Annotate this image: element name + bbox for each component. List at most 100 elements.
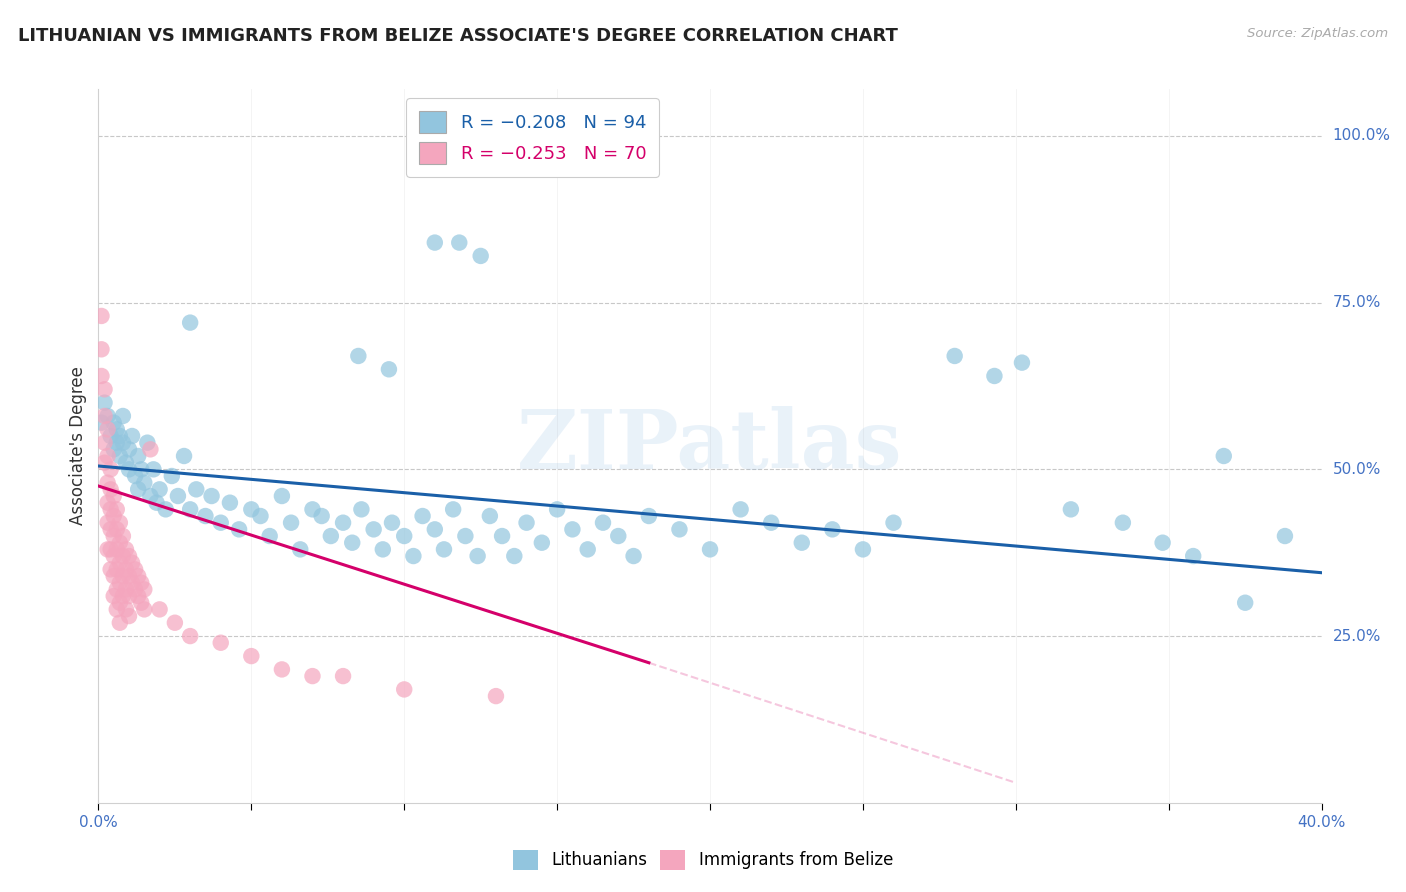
Point [821,522,844,536]
Point [240,649,263,664]
Point [280,516,302,530]
Point [270,489,292,503]
Point [108,596,131,610]
Point [240,502,263,516]
Point [491,529,513,543]
Point [149,483,172,497]
Point [105,422,128,436]
Point [623,549,645,563]
Point [200,489,222,503]
Point [449,235,471,250]
Point [127,483,149,497]
Point [1152,535,1174,549]
Point [127,569,149,583]
Point [100,483,122,497]
Point [249,509,271,524]
Point [381,516,404,530]
Point [1212,449,1234,463]
Point [97,475,120,490]
Point [332,669,354,683]
Point [108,615,131,630]
Point [97,422,120,436]
Point [311,509,333,524]
Point [592,516,614,530]
Point [124,469,146,483]
Point [105,542,128,557]
Point [124,562,146,576]
Text: 25.0%: 25.0% [1333,629,1381,643]
Point [100,429,122,443]
Point [118,569,141,583]
Point [378,362,401,376]
Point [371,542,394,557]
Point [576,542,599,557]
Point [118,442,141,457]
Point [530,535,553,549]
Point [100,502,122,516]
Point [412,509,434,524]
Point [118,549,141,563]
Point [115,562,138,576]
Point [163,615,186,630]
Point [93,409,115,423]
Point [363,522,385,536]
Point [433,542,456,557]
Point [155,502,177,516]
Point [108,575,131,590]
Point [103,569,125,583]
Point [93,456,115,470]
Point [470,249,492,263]
Point [160,469,183,483]
Point [167,489,190,503]
Point [179,629,201,643]
Point [179,502,201,516]
Point [124,582,146,597]
Point [100,562,122,576]
Point [108,449,131,463]
Point [127,589,149,603]
Point [121,429,143,443]
Point [108,556,131,570]
Point [516,516,538,530]
Point [790,535,813,549]
Point [134,475,156,490]
Point [342,535,364,549]
Point [301,669,323,683]
Point [115,456,138,470]
Point [194,509,217,524]
Point [121,575,143,590]
Point [852,542,875,557]
Point [561,522,583,536]
Point [209,516,232,530]
Text: Source: ZipAtlas.com: Source: ZipAtlas.com [1247,27,1388,40]
Point [93,435,115,450]
Point [485,689,508,703]
Text: ZIPatlas: ZIPatlas [517,406,903,486]
Point [90,416,112,430]
Point [97,542,120,557]
Point [503,549,526,563]
Point [105,435,128,450]
Point [115,542,138,557]
Point [423,235,446,250]
Point [103,549,125,563]
Point [115,602,138,616]
Point [759,516,782,530]
Point [1182,549,1205,563]
Point [121,556,143,570]
Point [100,522,122,536]
Point [103,509,125,524]
Point [103,442,125,457]
Point [454,529,477,543]
Point [290,542,312,557]
Point [186,483,208,497]
Point [103,416,125,430]
Point [301,502,323,516]
Point [108,516,131,530]
Point [668,522,690,536]
Point [90,368,112,383]
Point [607,529,630,543]
Point [347,349,370,363]
Point [90,343,112,357]
Point [1274,529,1296,543]
